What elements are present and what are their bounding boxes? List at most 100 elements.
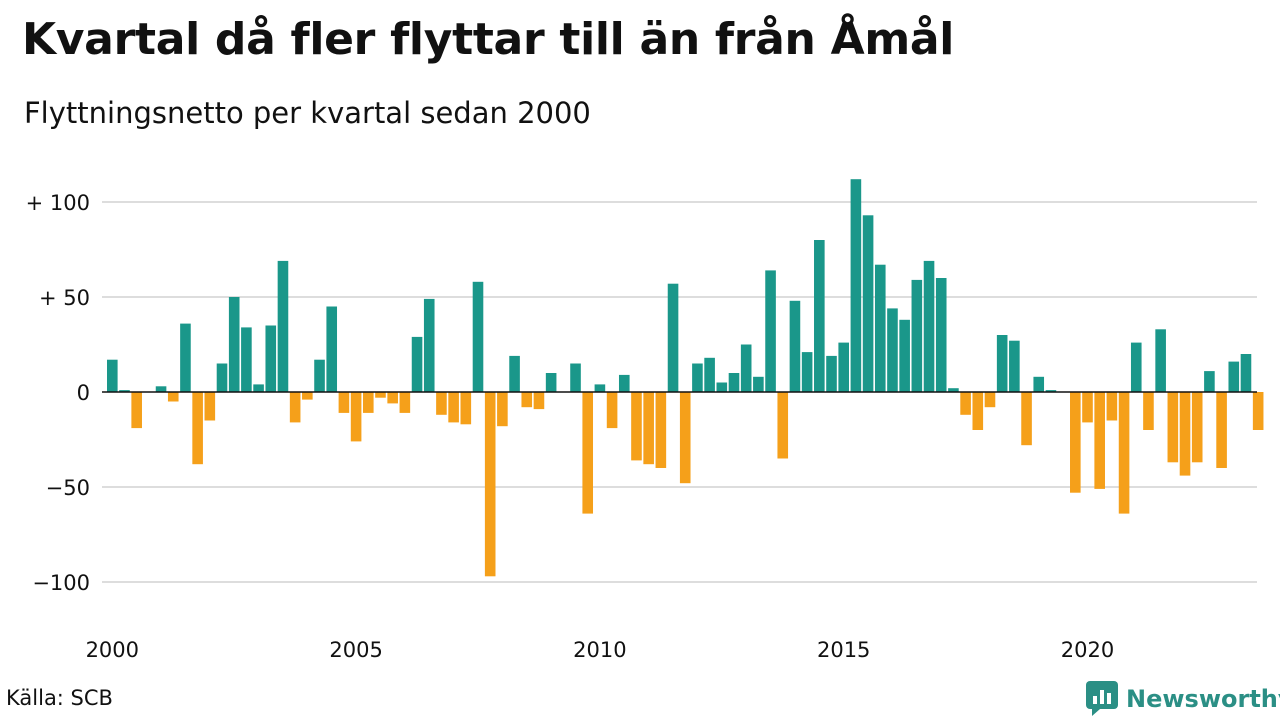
bar-2011K4 [679, 392, 691, 484]
bar-2008K4 [533, 392, 545, 410]
bar-2005K3 [375, 392, 386, 398]
y-tick-label: 0 [77, 381, 90, 405]
gridlines [102, 201, 1257, 583]
bar-2009K4 [582, 392, 594, 514]
x-tick-label: 2005 [329, 638, 382, 662]
bar-2014K3 [814, 240, 825, 392]
bar-2019K1 [1033, 376, 1045, 392]
bar-2016K3 [911, 279, 923, 392]
bar-2001K1 [155, 386, 167, 392]
x-tick-label: 2010 [573, 638, 626, 662]
bar-2010K3 [618, 374, 630, 392]
y-tick-label: + 50 [39, 286, 90, 310]
bar-2007K4 [484, 392, 496, 577]
bar-2021K4 [1167, 392, 1179, 463]
bar-2013K3 [765, 270, 776, 392]
chart-title: Kvartal då fler flyttar till än från Åmå… [22, 14, 955, 65]
brand-logo[interactable]: Newsworthy [1086, 681, 1280, 716]
bar-2018K4 [1021, 392, 1032, 446]
x-tick-label: 2015 [817, 638, 870, 662]
bar-2014K1 [789, 300, 801, 392]
bar-2008K1 [497, 392, 508, 427]
bar-2008K3 [521, 392, 533, 408]
bar-2015K3 [862, 215, 874, 392]
bar-2021K3 [1155, 329, 1166, 392]
bar-2018K3 [1009, 340, 1020, 392]
bar-2002K3 [228, 297, 240, 392]
bar-2016K4 [923, 260, 935, 392]
bar-2000K3 [131, 392, 142, 429]
bar-2012K1 [692, 363, 703, 392]
bar-2001K2 [167, 392, 179, 402]
brand-name: Newsworthy [1126, 685, 1280, 713]
bar-2012K2 [704, 357, 715, 392]
bar-2007K2 [460, 392, 472, 425]
bar-2004K4 [338, 392, 350, 413]
bar-2006K2 [411, 336, 423, 392]
bar-2017K1 [935, 278, 947, 392]
source-label: Källa: SCB [6, 686, 113, 710]
bar-2004K2 [314, 359, 325, 392]
bar-2001K3 [180, 323, 191, 392]
bar-2008K2 [509, 355, 520, 392]
bar-2016K2 [899, 319, 910, 392]
bar-2005K4 [387, 392, 398, 404]
bar-2020K2 [1094, 392, 1105, 489]
x-tick-label: 2000 [86, 638, 139, 662]
bar-2013K1 [740, 344, 752, 392]
bar-2002K2 [216, 363, 228, 392]
bar-2014K4 [826, 355, 837, 392]
bar-2009K1 [545, 373, 557, 392]
bar-2006K1 [399, 392, 411, 413]
x-tick-label: 2020 [1061, 638, 1114, 662]
bar-2019K4 [1070, 392, 1081, 493]
axes: + 100 + 50 0 −50 −100 2000 2005 2010 2015 2020 [26, 191, 1257, 662]
bar-2007K3 [472, 281, 484, 392]
bar-2002K1 [204, 392, 216, 421]
bar-2007K1 [448, 392, 459, 423]
bar-2006K3 [423, 298, 435, 392]
bar-2005K1 [350, 392, 362, 442]
bar-2023K2 [1240, 354, 1252, 392]
bar-2000K2 [119, 390, 130, 392]
bar-2020K1 [1082, 392, 1093, 423]
bar-2013K4 [777, 392, 789, 459]
y-tick-label: + 100 [26, 191, 90, 215]
bar-2023K3 [1252, 392, 1264, 430]
bar-2022K4 [1216, 392, 1227, 468]
bar-2010K2 [606, 392, 618, 429]
bar-chart: + 100 + 50 0 −50 −100 2000 2005 2010 2015 2020 [26, 179, 1264, 662]
bar-2015K4 [874, 264, 886, 392]
bar-2013K2 [753, 376, 764, 392]
bar-2021K2 [1143, 392, 1154, 430]
newsworthy-logo-icon [1086, 681, 1118, 716]
bar-2023K1 [1228, 361, 1240, 392]
bar-2011K3 [667, 283, 679, 392]
bars [107, 179, 1264, 577]
bar-2015K2 [850, 179, 862, 392]
bar-2018K2 [996, 335, 1008, 392]
bar-2010K4 [631, 392, 642, 461]
bar-2011K2 [655, 392, 667, 468]
y-tick-label: −100 [32, 571, 90, 595]
bar-2003K4 [289, 392, 301, 423]
bar-2020K4 [1118, 392, 1130, 514]
bar-2015K1 [838, 342, 849, 392]
bar-2017K2 [948, 388, 959, 392]
bar-2004K1 [302, 392, 313, 400]
bar-2001K4 [192, 392, 203, 465]
bar-2003K3 [277, 260, 289, 392]
bar-2011K1 [643, 392, 654, 465]
bar-2016K1 [887, 308, 898, 392]
bar-2002K4 [241, 327, 252, 392]
bar-2006K4 [436, 392, 447, 415]
bar-2020K3 [1106, 392, 1118, 421]
bar-2012K4 [728, 373, 740, 392]
bar-2004K3 [326, 306, 338, 392]
bar-2017K4 [972, 392, 984, 430]
bar-2009K3 [570, 363, 581, 392]
bar-2018K1 [984, 392, 996, 408]
chart-subtitle: Flyttningsnetto per kvartal sedan 2000 [24, 96, 591, 130]
bar-2017K3 [960, 392, 971, 415]
bar-2022K3 [1204, 371, 1215, 392]
